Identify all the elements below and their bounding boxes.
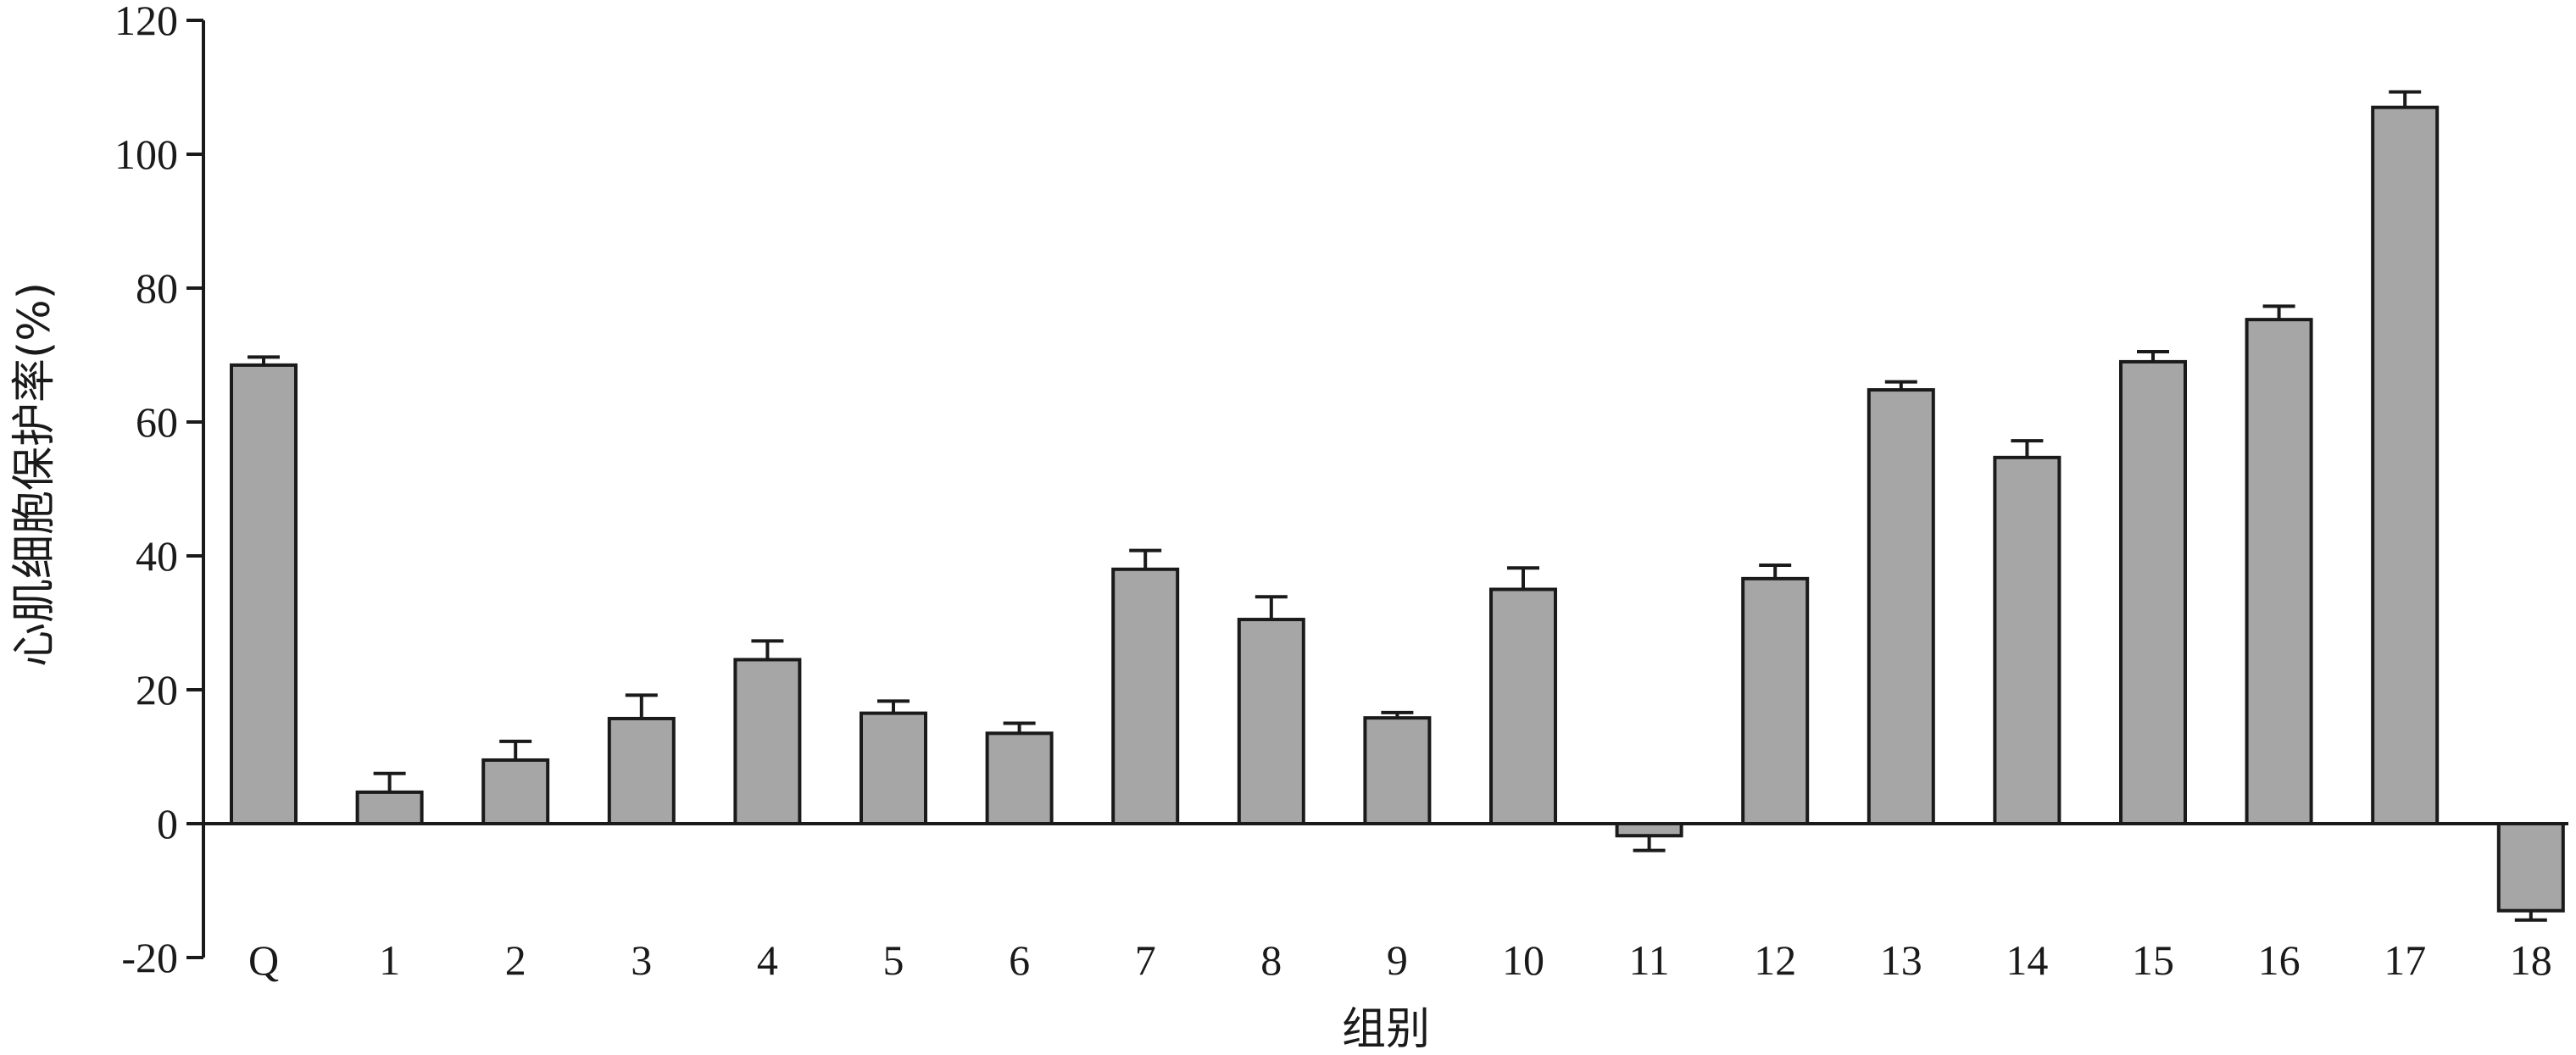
bar-16	[2245, 318, 2313, 825]
bar-13	[1867, 388, 1935, 825]
bar-18	[2496, 822, 2565, 913]
y-tick-label--20: -20	[121, 934, 178, 981]
y-tick-label-0: 0	[157, 800, 178, 847]
y-tick-label-120: 120	[114, 0, 178, 44]
bars-layer	[230, 105, 2565, 913]
x-tick-label-14: 14	[2006, 936, 2048, 984]
y-tick-label-100: 100	[114, 130, 178, 178]
bar-Q	[230, 363, 298, 826]
x-tick-label-10: 10	[1502, 936, 1544, 984]
bar-2	[481, 758, 550, 826]
x-tick-label-7: 7	[1135, 936, 1156, 984]
y-tick-label-20: 20	[136, 666, 178, 714]
bar-17	[2371, 105, 2440, 825]
axes-layer	[202, 20, 2568, 958]
x-tick-label-1: 1	[379, 936, 400, 984]
x-tick-label-8: 8	[1260, 936, 1282, 984]
y-axis-title: 心肌细胞保护率(%)	[9, 282, 60, 667]
bar-5	[860, 711, 927, 826]
bar-7	[1111, 567, 1180, 825]
y-tick-label-80: 80	[136, 264, 178, 312]
bar-12	[1741, 576, 1810, 825]
bar-11	[1615, 822, 1683, 838]
x-tick-label-13: 13	[1880, 936, 1922, 984]
bar-10	[1489, 587, 1557, 825]
y-ticks-layer: 120 100 80 60 40 20 0 -20	[114, 0, 203, 981]
x-tick-label-3: 3	[631, 936, 652, 984]
x-tick-label-6: 6	[1009, 936, 1030, 984]
bar-15	[2119, 359, 2187, 825]
bar-8	[1237, 618, 1305, 825]
x-tick-label-16: 16	[2258, 936, 2301, 984]
x-tick-label-15: 15	[2132, 936, 2174, 984]
x-tick-label-12: 12	[1754, 936, 1796, 984]
x-ticks-layer: Q 1 2 3 4 5 6 7 8 9 10 11 12 13 14 15 16 17 18	[248, 936, 2552, 984]
bar-14	[1993, 455, 2061, 825]
x-tick-label-18: 18	[2510, 936, 2552, 984]
x-tick-label-4: 4	[757, 936, 778, 984]
y-tick-label-60: 60	[136, 398, 178, 446]
x-tick-label-11: 11	[1629, 936, 1670, 984]
x-tick-label-17: 17	[2384, 936, 2426, 984]
bar-6	[985, 731, 1054, 825]
bar-9	[1363, 716, 1432, 825]
error-bars-layer	[248, 90, 2547, 922]
x-tick-label-Q: Q	[248, 936, 279, 984]
bar-3	[607, 716, 676, 825]
x-tick-label-9: 9	[1387, 936, 1408, 984]
bar-1	[355, 790, 424, 825]
bar-4	[733, 658, 802, 826]
x-axis-title: 组别	[1342, 1004, 1430, 1055]
x-tick-label-2: 2	[505, 936, 526, 984]
y-tick-label-40: 40	[136, 532, 178, 580]
x-tick-label-5: 5	[883, 936, 904, 984]
